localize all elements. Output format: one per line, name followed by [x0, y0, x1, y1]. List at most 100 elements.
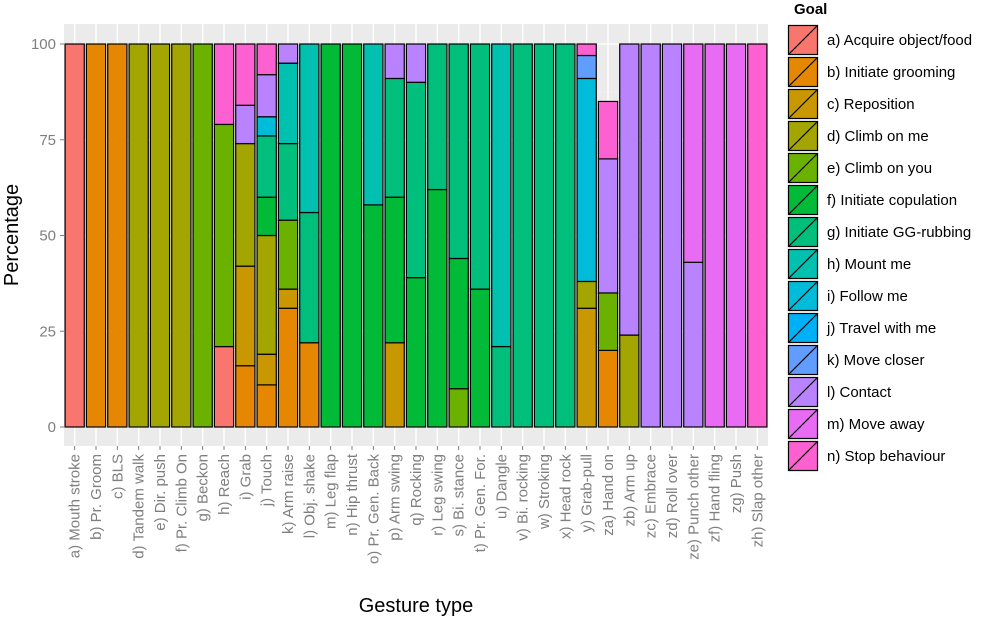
bar-segment	[384, 196, 405, 344]
bar-segment	[384, 77, 405, 198]
bar-segment	[469, 43, 491, 290]
bar-segment	[277, 142, 299, 221]
bar-segment	[256, 74, 277, 118]
bar-segment	[384, 43, 405, 80]
legend-swatch-slash	[788, 185, 818, 215]
y-tick-label: 100	[31, 36, 56, 53]
bar-segment	[213, 43, 235, 126]
bar-segment	[576, 43, 597, 57]
x-tick-label: x) Head rock	[557, 454, 574, 540]
bar-segment	[448, 43, 469, 260]
bar-segment	[256, 234, 277, 355]
bar-segment	[555, 43, 576, 428]
x-tick-label: y) Grab-pull	[579, 454, 596, 532]
bar-segment	[576, 307, 597, 428]
y-tick-label: 25	[39, 323, 56, 340]
x-tick-label: zf) Hand fling	[707, 454, 724, 542]
x-tick-label: u) Dangle	[493, 454, 510, 519]
bar-segment	[256, 353, 277, 386]
bar-segment	[640, 43, 661, 428]
x-tick-label: s) Bi. stance	[451, 454, 468, 537]
bar-segment	[149, 43, 171, 428]
bar-segment	[619, 43, 640, 336]
legend-label: e) Climb on you	[827, 160, 932, 177]
legend-swatch-slash	[788, 217, 818, 247]
bar-segment	[107, 43, 128, 428]
bar-segment	[363, 204, 384, 428]
bar-segment	[576, 54, 597, 80]
x-tick-label: zg) Push	[728, 454, 745, 513]
legend-swatch-slash	[788, 153, 818, 183]
bar-segment	[256, 135, 277, 198]
legend-swatch-slash	[788, 25, 818, 55]
bar-segment	[512, 43, 533, 428]
bar-segment	[533, 43, 555, 428]
x-tick-label: n) Hip thrust	[344, 453, 361, 536]
bar-segment	[725, 43, 747, 428]
bar-segment	[661, 43, 683, 428]
bar-segment	[235, 43, 256, 106]
x-tick-label: e) Dir. push	[152, 454, 169, 531]
bar-segment	[597, 158, 619, 294]
bar-segment	[427, 43, 448, 191]
bar-segment	[277, 62, 299, 145]
x-axis-title: Gesture type	[359, 595, 474, 617]
bar-segment	[747, 43, 768, 428]
legend-swatch-slash	[788, 409, 818, 439]
legend-label: f) Initiate copulation	[827, 192, 957, 209]
bar-segment	[683, 43, 704, 263]
bar-segment	[256, 196, 277, 237]
bar-segment	[277, 43, 299, 64]
legend-label: h) Mount me	[827, 256, 911, 273]
bar-segment	[85, 43, 107, 428]
legend-title: Goal	[794, 1, 827, 18]
legend-swatch-slash	[788, 121, 818, 151]
bar-segment	[448, 257, 469, 390]
x-tick-label: o) Pr. Gen. Back	[365, 454, 382, 565]
legend-label: k) Move closer	[827, 352, 925, 369]
legend-label: b) Initiate grooming	[827, 64, 955, 81]
legend-swatch-slash	[788, 249, 818, 279]
bar-segment	[427, 188, 448, 428]
bar-segment	[597, 100, 619, 160]
bar-segment	[363, 43, 384, 206]
x-tick-label: zh) Slap other	[749, 454, 766, 547]
x-tick-label: v) Bi. rocking	[515, 454, 532, 541]
bar-segment	[277, 219, 299, 290]
legend-swatch-slash	[788, 313, 818, 343]
bar-segment	[213, 345, 235, 428]
bar-segment	[235, 265, 256, 367]
y-tick-label: 50	[39, 228, 56, 245]
bar-segment	[491, 43, 512, 348]
bar-segment	[192, 43, 213, 428]
legend-label: c) Reposition	[827, 96, 915, 113]
x-tick-label: p) Arm swing	[387, 454, 404, 541]
bar-segment	[469, 288, 491, 428]
x-tick-label: ze) Punch other	[685, 454, 702, 560]
x-tick-label: d) Tandem walk	[131, 454, 148, 559]
bar-segment	[384, 342, 405, 428]
bar-segment	[576, 280, 597, 309]
bar-segment	[405, 277, 427, 428]
x-tick-label: zd) Roll over	[664, 454, 681, 538]
bar-segment	[619, 334, 640, 428]
x-tick-label: t) Pr. Gen. For.	[472, 454, 489, 552]
x-tick-label: zb) Arm up	[621, 454, 638, 527]
legend-swatch-slash	[788, 441, 818, 471]
x-tick-label: f) Pr. Climb On	[173, 454, 190, 552]
x-tick-label: g) Beckon	[195, 454, 212, 522]
bar-segment	[299, 342, 320, 428]
bar-segment	[341, 43, 363, 428]
bar-segment	[448, 388, 469, 428]
x-tick-label: c) BLS	[109, 454, 126, 499]
x-tick-label: j) Touch	[259, 454, 276, 507]
x-tick-label: q) Rocking	[408, 454, 425, 526]
x-tick-label: a) Mouth stroke	[67, 454, 84, 558]
bar-segment	[256, 116, 277, 137]
x-tick-label: k) Arm raise	[280, 454, 297, 534]
bar-segment	[320, 43, 341, 428]
bar-segment	[491, 345, 512, 428]
x-tick-label: i) Grab	[237, 454, 254, 500]
